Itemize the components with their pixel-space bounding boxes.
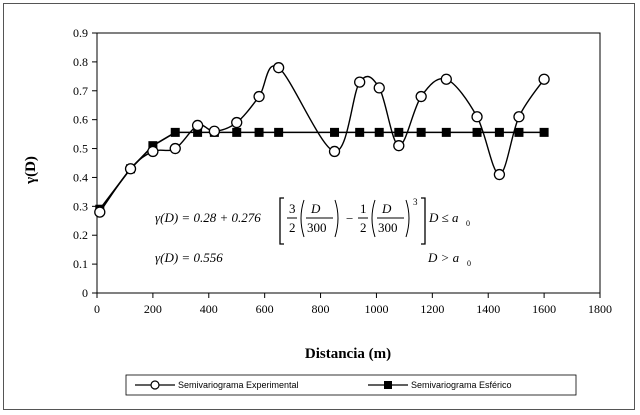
y-tick-label: 0	[82, 286, 88, 300]
eq1-paren-close-1	[334, 199, 339, 238]
eq1-paren-close-2	[405, 199, 410, 238]
point-experimental	[328, 145, 341, 158]
point-spherical	[472, 127, 482, 137]
x-axis-label: Distancia (m)	[305, 346, 391, 362]
point-experimental	[253, 90, 265, 103]
eq2-condition: D > a	[427, 250, 460, 265]
x-tick-label: 800	[312, 302, 330, 316]
y-tick-label: 0.1	[73, 257, 88, 271]
point-experimental	[169, 142, 181, 155]
point-experimental	[231, 116, 243, 129]
point-spherical	[193, 127, 203, 137]
legend-marker-spherical	[384, 381, 392, 389]
x-tick-label: 1600	[532, 302, 556, 316]
point-experimental	[471, 111, 483, 123]
x-tick-label: 400	[200, 302, 218, 316]
y-tick-label: 0.6	[73, 113, 88, 127]
x-axis: 0 200 400 600 800 1000 1200 1400 1600 1800	[94, 293, 612, 316]
x-tick-label: 1800	[588, 302, 612, 316]
eq1-exponent: 3	[413, 197, 418, 207]
point-spherical	[441, 127, 451, 137]
y-tick-label: 0.9	[73, 26, 88, 40]
eq1-paren-open-1	[300, 199, 305, 238]
point-experimental	[208, 125, 221, 137]
eq1-minus: −	[346, 211, 353, 226]
point-spherical	[254, 127, 264, 137]
point-spherical	[494, 127, 504, 137]
eq1-condition: D ≤ a	[428, 210, 459, 225]
eq2-condition-sub: 0	[467, 259, 471, 268]
eq1-300b: 300	[378, 220, 398, 235]
point-experimental	[393, 140, 405, 152]
equation-2: γ(D) = 0.556 D > a 0	[155, 250, 471, 268]
y-tick-label: 0.2	[73, 228, 88, 242]
point-experimental	[538, 73, 550, 85]
eq1-paren-open-2	[371, 199, 376, 238]
eq1-300a: 300	[307, 220, 327, 235]
x-tick-label: 1200	[420, 302, 444, 316]
point-spherical	[355, 127, 365, 137]
point-spherical	[148, 141, 158, 151]
x-tick-label: 0	[94, 302, 100, 316]
legend-marker-experimental	[150, 380, 160, 390]
eq1-D2: D	[381, 201, 392, 216]
legend: Semivariograma Experimental Semivariogra…	[125, 374, 577, 396]
y-tick-label: 0.5	[73, 142, 88, 156]
point-spherical	[170, 127, 180, 137]
point-experimental	[493, 168, 506, 181]
point-spherical	[274, 127, 284, 137]
point-experimental	[354, 76, 366, 88]
point-spherical	[394, 127, 404, 137]
x-tick-label: 1400	[476, 302, 500, 316]
y-tick-label: 0.3	[73, 199, 88, 213]
y-axis-label: γ(D)	[23, 156, 39, 185]
x-tick-label: 200	[144, 302, 162, 316]
point-experimental	[513, 111, 525, 123]
series-markers	[94, 62, 550, 218]
x-tick-label: 1000	[364, 302, 388, 316]
point-spherical	[374, 127, 384, 137]
point-spherical	[416, 127, 426, 137]
legend-label-experimental: Semivariograma Experimental	[178, 380, 299, 390]
point-spherical	[232, 127, 242, 137]
y-tick-label: 0.7	[73, 84, 88, 98]
eq1-frac2-den: 2	[360, 220, 367, 235]
point-experimental	[94, 206, 106, 218]
eq1-D1: D	[310, 201, 321, 216]
point-experimental	[373, 82, 385, 94]
point-experimental	[191, 119, 204, 132]
x-tick-label: 600	[256, 302, 274, 316]
y-tick-label: 0.4	[73, 170, 88, 184]
eq2-lhs: γ(D) = 0.556	[155, 250, 223, 265]
eq1-left-bracket	[279, 197, 284, 245]
point-spherical	[514, 127, 524, 137]
y-axis: 0 0.1 0.2 0.3 0.4 0.5 0.6 0.7 0.8 0.9	[73, 26, 97, 300]
y-tick-label: 0.8	[73, 55, 88, 69]
eq1-frac2-num: 1	[360, 201, 367, 216]
legend-box	[125, 374, 577, 396]
point-experimental	[440, 73, 452, 85]
point-experimental	[415, 90, 427, 103]
point-spherical	[539, 127, 549, 137]
equation-1: γ(D) = 0.28 + 0.276 3 2 D 300 − 1 2 D 30…	[155, 197, 470, 245]
point-experimental	[147, 145, 159, 158]
eq1-condition-sub: 0	[466, 219, 470, 228]
eq1-right-bracket	[421, 197, 426, 245]
point-experimental	[124, 163, 137, 175]
eq1-lhs: γ(D) = 0.28 + 0.276	[155, 210, 261, 225]
point-experimental	[272, 62, 285, 74]
plot-area	[96, 32, 601, 294]
point-spherical	[330, 127, 340, 137]
eq1-frac1-den: 2	[289, 220, 296, 235]
eq1-frac1-num: 3	[289, 201, 296, 216]
legend-label-spherical: Semivariograma Esférico	[411, 380, 512, 390]
